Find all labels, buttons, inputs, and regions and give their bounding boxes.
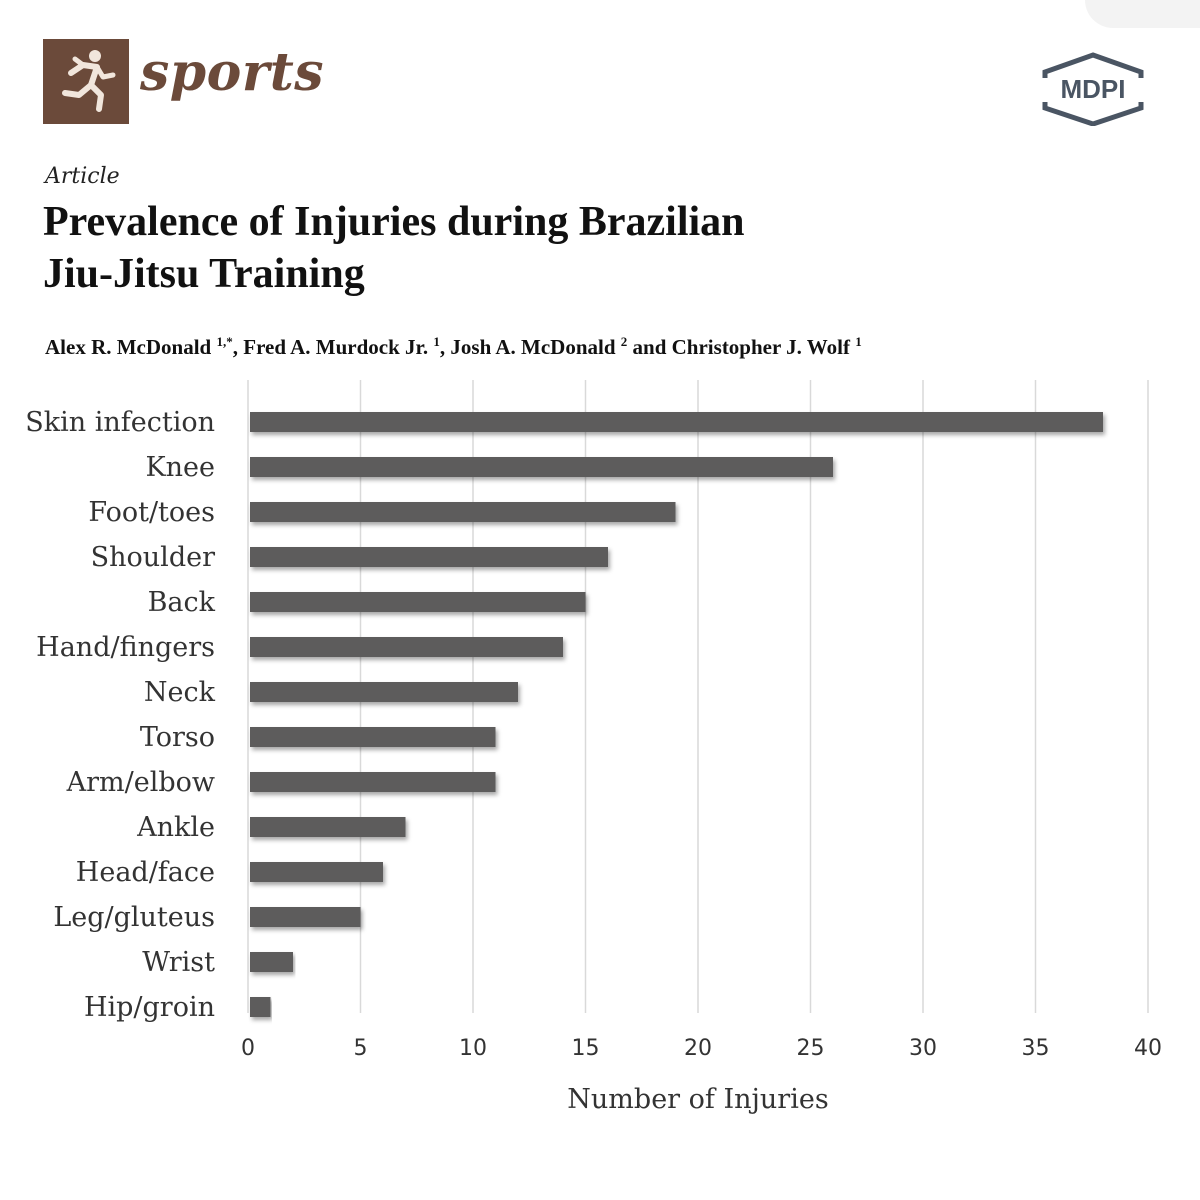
author-separator: and [627, 335, 672, 359]
author-affiliation: 2 [620, 334, 628, 349]
category-label: Head/face [76, 857, 215, 888]
category-label: Skin infection [25, 407, 215, 438]
x-tick-label: 10 [459, 1036, 487, 1061]
category-label: Arm/elbow [66, 767, 215, 798]
category-label: Hand/fingers [36, 632, 215, 663]
bar [250, 637, 563, 657]
bar [250, 457, 833, 477]
bar [250, 547, 608, 567]
publisher-name: MDPI [1061, 74, 1126, 104]
x-tick-label: 30 [909, 1036, 937, 1061]
author-affiliation: 1 [433, 334, 440, 349]
author-list: Alex R. McDonald 1,*, Fred A. Murdock Jr… [45, 334, 862, 360]
bar [250, 862, 383, 882]
page-corner [1085, 0, 1200, 28]
x-tick-label: 15 [572, 1036, 600, 1061]
author-name: Josh A. McDonald [450, 335, 616, 359]
author-name: Fred A. Murdock Jr. [243, 335, 429, 359]
author-name: Alex R. McDonald [45, 335, 212, 359]
category-label: Ankle [136, 812, 215, 843]
bar [250, 817, 406, 837]
runner-icon [62, 50, 116, 112]
category-label: Foot/toes [88, 497, 215, 528]
author-affiliation: 1 [855, 334, 862, 349]
bar [250, 997, 271, 1017]
x-tick-label: 0 [241, 1036, 255, 1061]
author-affiliation: 1,* [216, 334, 233, 349]
x-tick-label: 20 [684, 1036, 712, 1061]
title-line-2: Jiu-Jitsu Training [43, 251, 365, 297]
category-label: Shoulder [91, 542, 215, 573]
article-title: Prevalence of Injuries during Brazilian … [43, 196, 1043, 300]
author-separator: , [232, 335, 244, 359]
x-axis-title: Number of Injuries [567, 1084, 828, 1115]
mdpi-logo-icon: MDPI [1037, 52, 1149, 126]
category-label: Leg/gluteus [53, 902, 215, 933]
journal-name: sports [140, 42, 325, 103]
title-line-1: Prevalence of Injuries during Brazilian [43, 199, 745, 245]
category-label: Knee [145, 452, 215, 483]
category-label: Back [148, 587, 216, 618]
x-tick-label: 40 [1134, 1036, 1162, 1061]
x-tick-label: 5 [354, 1036, 368, 1061]
x-tick-label: 35 [1022, 1036, 1050, 1061]
author-separator: , [439, 335, 451, 359]
injury-bar-chart: 0 5 10 15 20 25 30 35 40 Skin infection Knee Foot/t… [25, 380, 1162, 1115]
author-name: Christopher J. Wolf [671, 335, 850, 359]
bar [250, 772, 496, 792]
bar [250, 592, 586, 612]
category-label: Neck [144, 677, 216, 708]
bar [250, 412, 1103, 432]
category-label: Hip/groin [84, 992, 215, 1023]
journal-logo [43, 39, 129, 124]
category-label: Wrist [142, 947, 215, 978]
bar [250, 907, 361, 927]
bar [250, 952, 293, 972]
bar [250, 682, 518, 702]
category-label: Torso [140, 722, 215, 753]
article-type: Article [45, 164, 120, 189]
bar [250, 727, 496, 747]
bar [250, 502, 676, 522]
x-tick-label: 25 [797, 1036, 825, 1061]
